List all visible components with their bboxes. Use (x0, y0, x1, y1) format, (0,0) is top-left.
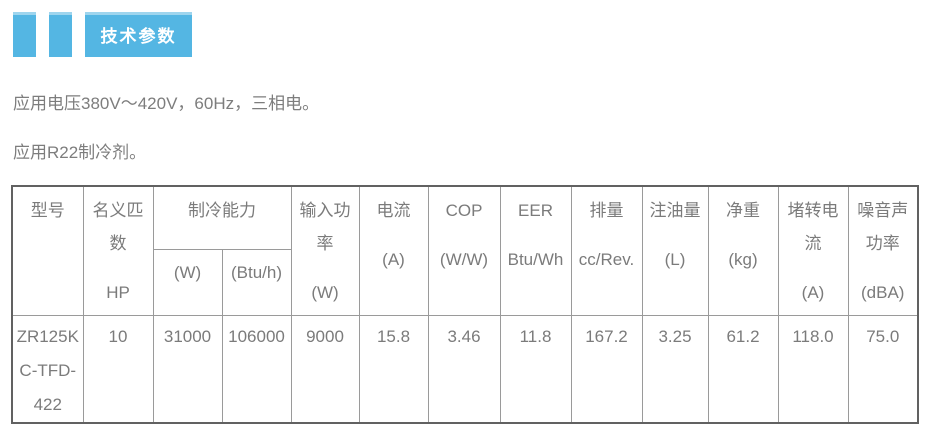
cell-locked-rotor-current: 118.0 (777, 315, 849, 424)
col-header-net-weight: 净重 (kg) (707, 185, 779, 316)
cell-net-weight: 61.2 (707, 315, 779, 424)
col-header-cooling-w: (W) (152, 249, 223, 316)
refrigerant-note: 应用R22制冷剂。 (13, 143, 147, 162)
header-row-1: 型号 名义匹数 HP 制冷能力 输入功率 (W) 电流 (A) (11, 185, 919, 316)
col-header-cooling-capacity: 制冷能力 (152, 185, 292, 250)
col-header-current: 电流 (A) (358, 185, 429, 316)
col-header-cop: COP (W/W) (427, 185, 501, 316)
cell-noise-power: 75.0 (847, 315, 919, 424)
cell-hp: 10 (82, 315, 154, 424)
col-header-noise-power: 噪音声功率 (dBA) (847, 185, 919, 316)
col-header-locked-rotor-current: 堵转电流 (A) (777, 185, 849, 316)
header-row-2: (W) (Btu/h) (12, 249, 918, 316)
voltage-note: 应用电压380V～420V，60Hz，三相电。 (13, 94, 320, 113)
accent-block-icon (49, 12, 72, 57)
col-header-displacement: 排量 cc/Rev. (570, 185, 643, 316)
cell-oil-charge: 3.25 (641, 315, 709, 424)
spec-table: 型号 名义匹数 HP 制冷能力 输入功率 (W) 电流 (A) (11, 185, 919, 424)
cell-model: ZR125KC-TFD-422 (11, 315, 84, 424)
col-header-eer: EER Btu/Wh (499, 185, 572, 316)
section-header: 技术参数 (13, 12, 192, 57)
table-row: ZR125KC-TFD-422 10 31000 106000 9000 15.… (11, 315, 919, 424)
col-header-oil-charge: 注油量 (L) (641, 185, 709, 316)
cell-cooling-btuh: 106000 (221, 315, 292, 424)
accent-block-icon (13, 12, 36, 57)
cell-current: 15.8 (358, 315, 429, 424)
cell-displacement: 167.2 (570, 315, 643, 424)
col-header-input-power: 输入功率 (W) (290, 185, 360, 316)
col-header-hp: 名义匹数 HP (82, 185, 154, 316)
col-header-cooling-btuh: (Btu/h) (221, 249, 292, 316)
cell-cooling-w: 31000 (152, 315, 223, 424)
section-title: 技术参数 (100, 27, 177, 46)
cell-eer: 11.8 (499, 315, 572, 424)
cell-input-power: 9000 (290, 315, 360, 424)
cell-cop: 3.46 (427, 315, 501, 424)
col-header-model: 型号 (11, 185, 84, 316)
section-title-badge: 技术参数 (85, 12, 192, 57)
